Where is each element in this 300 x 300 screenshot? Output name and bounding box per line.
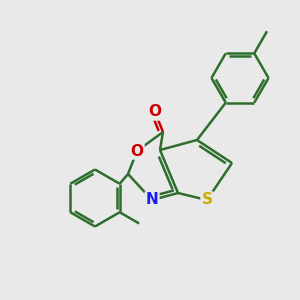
Text: O: O <box>130 143 143 158</box>
Text: S: S <box>202 193 212 208</box>
Text: O: O <box>148 104 161 119</box>
Text: N: N <box>146 193 158 208</box>
